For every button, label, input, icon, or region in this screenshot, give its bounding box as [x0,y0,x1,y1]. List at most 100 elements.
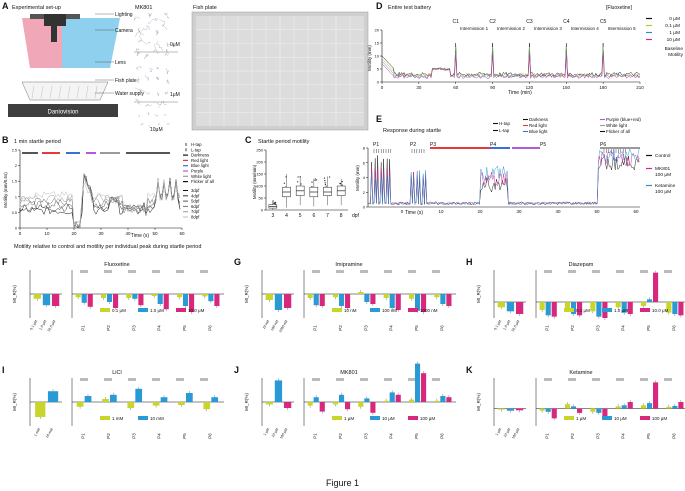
peak-bar [319,402,325,412]
peak-bar [666,302,672,313]
peak-bar [621,302,627,313]
peak-bar [307,402,313,406]
overall-y-label: MI_R(%) [476,393,481,411]
overall-bar [51,294,60,306]
peak-bar [640,405,647,409]
c-data-point [341,180,343,183]
track-path [139,122,144,126]
peak-bar [75,294,81,298]
peak-x-label: P3 [595,325,600,331]
d-series-line [381,54,641,80]
e-legend-label: White light [606,123,628,128]
track-path [147,111,150,116]
peak-bar [672,302,678,314]
d-intermission-label: Intermission 3 [534,26,563,31]
e-x-tick-label: 20 [477,209,483,214]
b-stimulus-bar [86,152,96,154]
peak-bar [332,402,339,405]
drug-title: Fluoxetine [104,262,129,268]
c-x-tick-label: 7 [326,213,329,219]
peak-bar [545,302,551,316]
e-x-tick-label: 0 [401,209,404,214]
legend-swatch [408,308,418,312]
peak-x-label: P3 [363,325,368,331]
d-legend-label: 0 μM [669,16,680,22]
d-intermission-label: Intermission 2 [497,26,526,31]
track-path [148,12,153,19]
d-title: Entire test battery [388,5,431,11]
peak-bar [383,294,389,298]
peak-bar [364,294,370,302]
c-y-label: Motility (mm/min) [252,164,257,199]
d-x-tick-label: 30 [416,85,422,90]
stimulus-icon [664,378,672,381]
legend-swatch [370,416,380,420]
e-legend-label: Red light [529,123,548,128]
legend-label: 1000 nM [420,308,438,313]
stimulus-icon [312,378,320,381]
peak-bar [564,302,571,309]
c-x-tick-label: 6 [312,213,315,219]
peak-bar [389,294,395,308]
legend-swatch [370,308,380,312]
e-x-tick-label: 40 [555,209,561,214]
drug-title: Diazepam [569,262,594,268]
e-stimulus-bar [512,147,540,149]
d-y-tick-label: 20 [375,28,380,33]
peak-bar [214,294,220,306]
peak-bar [151,294,157,296]
overall-bar [515,302,524,314]
section-title: Motility relative to control and motilit… [14,244,201,250]
b-legend-label: 5dpf [191,199,200,204]
e-stimulus-bar [490,147,510,149]
stimulus-icon [616,378,624,381]
track-path [137,27,145,36]
track-path [156,103,162,108]
b-y-tick-label: 2.5 [12,149,17,153]
dose-label: 0μM [170,42,180,48]
track-path [144,53,150,59]
overall-x-label: 1 μM [263,427,270,436]
e-period-label: P3 [430,142,436,148]
d-cycle-label: C3 [526,19,533,25]
overall-bar [274,294,283,310]
stimulus-icon [312,270,320,273]
peak-bar [127,402,135,408]
legend-swatch [100,416,110,420]
peak-bar [313,397,319,402]
overall-x-label: 10 μM [503,427,511,438]
track-path [133,16,141,21]
b-legend-label: 4dpf [191,193,200,198]
overall-x-label: 1.0 μM [502,319,511,330]
d-x-tick-label: 0 [381,85,384,90]
d-intermission-label: Intermission 5 [608,26,637,31]
e-period-label: P6 [600,142,606,148]
peak-bar [102,399,109,402]
panel-letter-D: D [376,1,383,11]
peak-bar [421,294,427,312]
overall-bar [515,408,524,411]
peak-bar [160,397,168,402]
overall-bar [506,302,515,312]
peak-x-label: P1 [313,433,318,439]
stimulus-icon [544,378,552,381]
peak-bar [646,299,653,302]
stimulus-icon [104,378,112,381]
legend-label: 1 mM [112,416,124,421]
c-data-point [329,176,331,178]
peak-bar [577,408,583,413]
peak-bar [678,302,684,316]
peak-x-label: P4 [157,325,162,331]
d-baseline-label: Motility [668,52,684,58]
peak-bar [338,294,345,306]
peak-bar [203,402,211,410]
e-y-tick-label: 4 [363,175,366,180]
overall-x-label: 1 mM [33,427,41,437]
stimulus-icon [568,270,576,273]
peak-x-label: P4 [389,433,394,439]
track-path [164,91,168,95]
track-path [148,67,153,72]
peak-bar [313,294,319,306]
c-data-point [324,183,326,186]
d-series-line [381,42,641,77]
